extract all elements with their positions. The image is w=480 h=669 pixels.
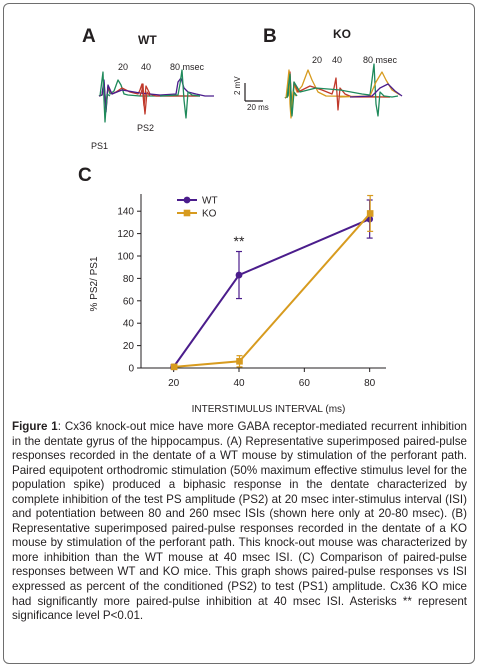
legend-label-wt: WT xyxy=(202,196,218,207)
data-point-ko xyxy=(236,357,243,365)
y-tick-label: 60 xyxy=(123,296,135,307)
panel-b-ps1-spike-b xyxy=(286,73,298,117)
series-line-ko xyxy=(174,212,371,368)
panel-b-traces xyxy=(284,63,403,119)
panel-a-ps2-label: PS2 xyxy=(137,123,154,133)
data-point-ko xyxy=(366,210,374,217)
panel-b-ps1-spike xyxy=(285,69,297,119)
x-tick-label: 20 xyxy=(168,378,180,389)
panel-a-ps2-spike xyxy=(139,83,151,115)
panel-c-letter: C xyxy=(78,165,92,186)
legend-label-ko: KO xyxy=(202,209,217,220)
y-tick-label: 140 xyxy=(117,207,134,218)
y-tick-label: 0 xyxy=(128,364,134,375)
caption-label: Figure 1 xyxy=(12,420,58,433)
figure-caption: Figure 1: Cx36 knock-out mice have more … xyxy=(12,420,467,624)
panel-b-isi-20: 20 xyxy=(312,55,322,65)
y-tick-label: 20 xyxy=(123,341,135,352)
y-tick-label: 100 xyxy=(117,252,134,263)
panel-a-letter: A xyxy=(82,26,96,47)
legend-marker-wt xyxy=(183,196,191,204)
panel-b-genotype: KO xyxy=(333,27,351,41)
ppr-line-chart: 0 20 40 60 80 100 120 140 20 40 60 80 INTERSTIMULUS … xyxy=(89,194,386,415)
y-tick-label: 80 xyxy=(123,274,135,285)
panel-a-ps1-spike xyxy=(99,71,111,123)
x-tick-label: 60 xyxy=(299,378,311,389)
panel-b-trace-violet xyxy=(349,83,403,98)
significance-asterisks: ** xyxy=(234,233,245,249)
x-tick-label: 40 xyxy=(233,378,245,389)
data-point-ko xyxy=(170,363,178,371)
panel-b-isi-80: 80 msec xyxy=(363,55,398,65)
panel-a-ps1-label: PS1 xyxy=(91,141,108,151)
panel-a-traces xyxy=(98,69,214,123)
series-line-wt xyxy=(172,218,371,368)
caption-text: : Cx36 knock-out mice have more GABA rec… xyxy=(12,420,467,623)
panel-b-isi-40: 40 xyxy=(332,55,342,65)
x-axis-label: INTERSTIMULUS INTERVAL (ms) xyxy=(192,404,346,415)
y-tick-label: 40 xyxy=(123,319,135,330)
data-point-wt xyxy=(235,271,243,279)
y-axis-label: % PS2/ PS1 xyxy=(89,256,100,311)
panel-a-trace-80ms xyxy=(98,77,214,113)
panel-b-letter: B xyxy=(263,26,277,47)
panel-a-trace-80ms-b xyxy=(159,69,201,119)
figure-frame xyxy=(3,3,475,664)
panel-a-genotype: WT xyxy=(138,33,157,47)
scale-bar-time: 20 ms xyxy=(247,103,269,112)
legend-marker-ko xyxy=(183,209,191,217)
x-tick-label: 80 xyxy=(364,378,376,389)
scale-bar: 2 mV 20 ms xyxy=(233,76,269,112)
panel-a-isi-80: 80 msec xyxy=(170,62,205,72)
scale-bar-voltage: 2 mV xyxy=(233,76,242,95)
y-tick-label: 120 xyxy=(117,229,134,240)
panel-a-isi-40: 40 xyxy=(141,62,151,72)
panel-a-isi-20: 20 xyxy=(118,62,128,72)
